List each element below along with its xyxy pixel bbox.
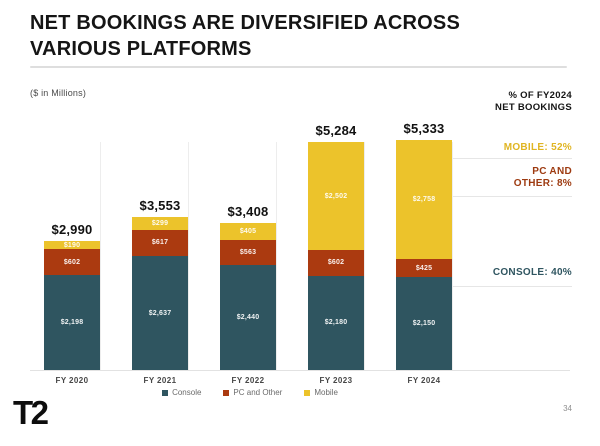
segment-value-label: $2,198 (60, 319, 84, 327)
segment-value-label: $563 (239, 249, 257, 257)
callout-pc-and-other: PC AND OTHER: 8% (514, 166, 572, 190)
page-number: 34 (563, 404, 572, 413)
bar-segment-mobile-fy-2023: $2,502 (308, 142, 364, 250)
legend-item-mobile: Mobile (304, 388, 338, 397)
x-axis-label-fy-2024: FY 2024 (407, 376, 441, 385)
segment-value-label: $617 (151, 239, 169, 247)
callout-console-label: CONSOLE: 40% (492, 267, 572, 278)
legend-swatch-icon (162, 389, 169, 396)
bar-segment-mobile-fy-2024: $2,758 (396, 140, 452, 259)
bar-segment-pc-and-other-fy-2022: $563 (220, 240, 276, 265)
bar-segment-console-fy-2022: $2,440 (220, 264, 276, 370)
segment-value-label: $2,758 (412, 195, 436, 203)
bar-segment-pc-and-other-fy-2021: $617 (132, 229, 188, 257)
bar-segment-mobile-fy-2020: $190 (44, 241, 100, 250)
segment-value-label: $299 (151, 219, 169, 227)
bar-segment-console-fy-2024: $2,150 (396, 277, 452, 370)
bar-segment-pc-and-other-fy-2020: $602 (44, 249, 100, 276)
segment-value-label: $2,502 (324, 192, 348, 200)
legend-item-console: Console (162, 388, 201, 397)
x-axis-baseline (30, 370, 570, 371)
bar-total-label-fy-2023: $5,284 (315, 123, 357, 139)
bar-segment-mobile-fy-2021: $299 (132, 216, 188, 230)
callout-line-console (452, 286, 572, 287)
callout-line-pc-and-other (452, 196, 572, 197)
bar-segment-pc-and-other-fy-2023: $602 (308, 250, 364, 276)
bar-segment-pc-and-other-fy-2024: $425 (396, 258, 452, 278)
t2-logo: T2 (13, 394, 49, 431)
x-axis-label-fy-2021: FY 2021 (143, 376, 177, 385)
bar-segment-console-fy-2023: $2,180 (308, 275, 364, 370)
bar-segment-console-fy-2020: $2,198 (44, 275, 100, 370)
x-axis-label-fy-2023: FY 2023 (319, 376, 353, 385)
segment-value-label: $425 (415, 264, 433, 272)
segment-value-label: $2,440 (236, 313, 260, 321)
vertical-gridline (452, 142, 453, 370)
x-axis-label-fy-2020: FY 2020 (55, 376, 89, 385)
segment-value-label: $2,180 (324, 319, 348, 327)
slide-title: NET BOOKINGS ARE DIVERSIFIED ACROSS VARI… (30, 10, 500, 62)
callout-mobile: MOBILE: 52% (504, 142, 572, 154)
callout-pc-line-2: OTHER: 8% (513, 178, 572, 189)
segment-value-label: $405 (239, 228, 257, 236)
segment-value-label: $2,150 (412, 320, 436, 328)
segment-value-label: $190 (63, 241, 81, 249)
legend-label: Console (172, 388, 202, 397)
vertical-gridline (276, 142, 277, 370)
right-panel-header-line-2: NET BOOKINGS (495, 102, 572, 113)
callout-pc-line-1: PC AND (532, 166, 572, 177)
bar-total-label-fy-2022: $3,408 (227, 204, 269, 220)
callout-console: CONSOLE: 40% (493, 267, 572, 279)
bar-total-label-fy-2021: $3,553 (139, 197, 181, 213)
vertical-gridline (364, 142, 365, 370)
units-label: ($ in Millions) (30, 88, 87, 98)
slide-title-line-1: NET BOOKINGS ARE DIVERSIFIED ACROSS (30, 12, 461, 34)
right-panel-header: % OF FY2024 NET BOOKINGS (495, 90, 572, 114)
bar-total-label-fy-2024: $5,333 (403, 121, 445, 136)
chart-legend: Console PC and Other Mobile (0, 388, 500, 397)
bar-segment-console-fy-2021: $2,637 (132, 256, 188, 370)
vertical-gridline (188, 142, 189, 370)
segment-value-label: $2,637 (148, 309, 172, 317)
legend-swatch-icon (223, 389, 230, 396)
slide-title-line-2: VARIOUS PLATFORMS (30, 38, 252, 60)
title-divider (30, 66, 567, 68)
vertical-gridline (100, 142, 101, 370)
bar-total-label-fy-2020: $2,990 (51, 222, 93, 238)
segment-value-label: $602 (63, 258, 81, 266)
legend-label: Mobile (314, 388, 338, 397)
callout-mobile-label: MOBILE: 52% (503, 142, 572, 153)
x-axis-label-fy-2022: FY 2022 (231, 376, 265, 385)
legend-label: PC and Other (233, 388, 283, 397)
legend-swatch-icon (304, 389, 311, 396)
bar-segment-mobile-fy-2022: $405 (220, 223, 276, 241)
callout-line-mobile (452, 158, 572, 159)
right-panel-header-line-1: % OF FY2024 (508, 90, 572, 101)
segment-value-label: $602 (327, 259, 345, 267)
legend-item-pc-and-other: PC and Other (223, 388, 282, 397)
